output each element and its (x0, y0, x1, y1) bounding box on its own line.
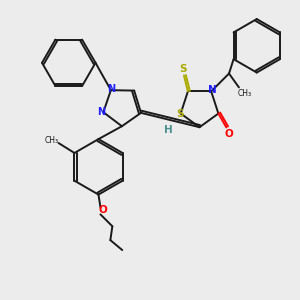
Text: O: O (98, 206, 107, 215)
Text: N: N (208, 85, 217, 95)
Text: S: S (176, 109, 184, 118)
Text: N: N (107, 84, 115, 94)
Text: O: O (225, 129, 234, 139)
Text: CH₃: CH₃ (45, 136, 59, 145)
Text: CH₃: CH₃ (238, 89, 252, 98)
Text: N: N (97, 107, 105, 117)
Text: H: H (164, 125, 173, 135)
Text: S: S (179, 64, 187, 74)
